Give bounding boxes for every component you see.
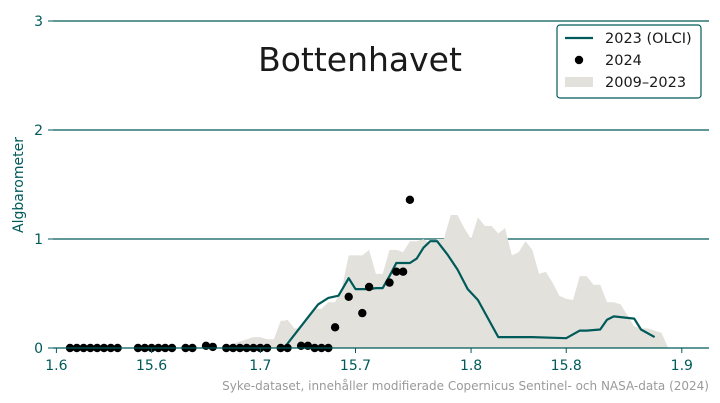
point-2024-34 — [358, 308, 367, 318]
x-tick-label-1: 15.6 — [136, 358, 167, 374]
band-2009-2023 — [226, 215, 669, 348]
legend-label-2024: 2024 — [605, 53, 642, 69]
point-2024-36 — [385, 278, 394, 287]
legend-label-2009-2023: 2009–2023 — [605, 75, 686, 91]
point-2024-39 — [405, 195, 415, 204]
legend: 2023 (OLCI) 2024 2009–2023 — [556, 24, 702, 99]
point-2024-32 — [330, 323, 340, 332]
line-2023-olci-path — [283, 240, 656, 349]
x-tick-label-4: 1.8 — [460, 358, 482, 374]
y-tick-label-1: 1 — [34, 232, 43, 248]
x-tick-label-3: 15.7 — [340, 358, 371, 374]
point-2024-35 — [364, 282, 374, 292]
credit-text: Syke-dataset, innehåller modifierade Cop… — [222, 379, 709, 393]
line-2023-olci — [283, 240, 656, 349]
grid-lines — [53, 20, 709, 240]
chart-title: Bottenhavet — [258, 40, 462, 79]
point-2024-33 — [344, 292, 353, 301]
point-2024-37 — [392, 267, 401, 276]
x-tick-label-5: 15.8 — [551, 358, 582, 374]
x-tick-label-2: 1.7 — [249, 358, 271, 374]
legend-label-2023-olci: 2023 (OLCI) — [605, 31, 692, 47]
y-axis-label: Algbarometer — [11, 137, 27, 233]
legend-swatch-2009-2023 — [565, 77, 593, 87]
point-2024-38 — [398, 267, 408, 276]
y-tick-label-3: 3 — [34, 14, 43, 30]
x-axis: 1.6 15.6 1.7 15.7 1.8 15.8 1.9 — [45, 347, 709, 374]
x-tick-label-0: 1.6 — [45, 358, 67, 374]
legend-swatch-2024 — [574, 55, 584, 65]
band-area — [226, 215, 669, 348]
y-axis: 0 1 2 3 — [34, 14, 53, 357]
x-tick-label-6: 1.9 — [671, 358, 693, 374]
y-tick-label-0: 0 — [34, 341, 43, 357]
y-tick-label-2: 2 — [34, 123, 43, 139]
point-2024-17 — [208, 342, 217, 352]
